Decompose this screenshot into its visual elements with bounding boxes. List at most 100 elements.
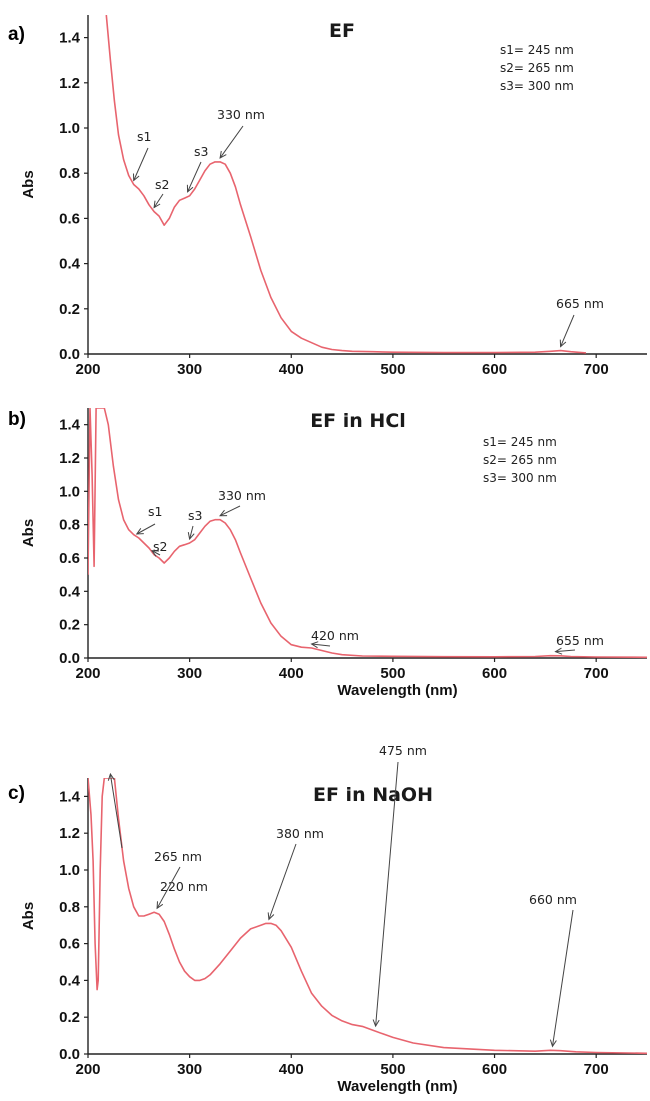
annotation-label: 220 nm xyxy=(160,879,208,894)
x-tick-label: 300 xyxy=(177,361,202,378)
annotation-arrow xyxy=(156,866,181,909)
y-tick-label: 0.4 xyxy=(59,256,81,273)
chart-title: EF xyxy=(329,20,355,42)
annotation-label: s1 xyxy=(137,129,151,144)
y-tick-label: 0.8 xyxy=(59,165,80,182)
spectrum-line xyxy=(88,408,647,659)
annotation-arrowhead xyxy=(219,509,228,517)
panel-label: c) xyxy=(8,783,25,804)
annotation-label: s3 xyxy=(194,144,208,159)
legend-entry: s1= 245 nm xyxy=(483,435,557,449)
annotation-arrow xyxy=(136,523,156,535)
annotation-arrowhead xyxy=(153,200,161,209)
annotation-arrow xyxy=(151,550,161,556)
chart-panel-0: a) 0.0 0.2 0.4 0.6 0.8 1.0 1.2 1.4 200 300 400 500 60… xyxy=(8,15,647,378)
annotation-arrow xyxy=(560,314,575,347)
y-tick-label: 1.0 xyxy=(59,120,80,137)
y-tick-label: 0.2 xyxy=(59,1009,80,1026)
y-axis-label: Abs xyxy=(20,170,37,198)
annotation-arrow xyxy=(551,909,574,1047)
y-tick-label: 1.4 xyxy=(59,417,81,434)
y-tick-label: 0.4 xyxy=(59,972,81,989)
x-tick-label: 200 xyxy=(75,665,100,682)
annotation-arrow xyxy=(311,643,331,647)
annotation-arrowhead xyxy=(559,339,567,348)
x-axis-label: Wavelength (nm) xyxy=(337,1078,457,1095)
annotation-label: 265 nm xyxy=(154,849,202,864)
x-axis-label: Wavelength (nm) xyxy=(337,682,457,699)
annotation-arrowhead xyxy=(549,1039,557,1048)
annotation-arrowhead xyxy=(219,150,227,159)
x-tick-label: 500 xyxy=(380,361,405,378)
legend-entry: s3= 300 nm xyxy=(500,79,574,93)
annotation-arrow xyxy=(219,505,241,517)
x-tick-label: 700 xyxy=(584,1061,609,1078)
annotation-label: 330 nm xyxy=(217,107,265,122)
annotation-arrow xyxy=(268,843,297,920)
chart-title: EF in NaOH xyxy=(313,784,433,806)
y-tick-label: 1.2 xyxy=(59,75,80,92)
x-tick-label: 700 xyxy=(584,665,609,682)
spectrum-line xyxy=(88,778,647,1055)
y-tick-label: 0.0 xyxy=(59,346,80,363)
y-tick-label: 1.2 xyxy=(59,450,80,467)
x-tick-label: 600 xyxy=(482,1061,507,1078)
x-tick-label: 300 xyxy=(177,665,202,682)
y-tick-label: 0.6 xyxy=(59,550,80,567)
x-tick-label: 300 xyxy=(177,1061,202,1078)
annotation-label: s2 xyxy=(155,177,169,192)
y-tick-label: 0.2 xyxy=(59,301,80,318)
x-tick-label: 400 xyxy=(279,361,304,378)
x-tick-label: 200 xyxy=(75,1061,100,1078)
x-tick-label: 500 xyxy=(380,1061,405,1078)
y-tick-label: 0.4 xyxy=(59,583,81,600)
annotation-label: 475 nm xyxy=(379,743,427,758)
annotation-arrowhead xyxy=(156,901,164,910)
x-tick-label: 500 xyxy=(380,665,405,682)
annotation-label: 660 nm xyxy=(529,892,577,907)
spectrum-line xyxy=(105,15,587,354)
chart-panel-2: c) 0.0 0.2 0.4 0.6 0.8 1.0 1.2 1.4 200 300 400 500 60… xyxy=(8,743,647,1095)
annotation-arrowhead xyxy=(150,550,160,557)
annotation-arrowhead xyxy=(107,772,115,781)
annotation-arrow xyxy=(187,161,202,193)
annotation-label: 655 nm xyxy=(556,633,604,648)
annotation-label: s1 xyxy=(148,504,162,519)
y-tick-label: 0.2 xyxy=(59,617,80,634)
annotation-arrow xyxy=(153,193,164,208)
legend-entry: s1= 245 nm xyxy=(500,43,574,57)
annotation-arrowhead xyxy=(372,1019,380,1028)
y-tick-label: 1.4 xyxy=(59,788,81,805)
y-tick-label: 0.0 xyxy=(59,650,80,667)
x-tick-label: 400 xyxy=(279,665,304,682)
annotation-arrowhead xyxy=(135,528,144,535)
panel-label: b) xyxy=(8,409,26,430)
legend-entry: s2= 265 nm xyxy=(483,453,557,467)
annotation-arrow xyxy=(219,125,244,159)
annotation-arrowhead xyxy=(310,641,319,649)
legend-entry: s3= 300 nm xyxy=(483,471,557,485)
y-tick-label: 1.2 xyxy=(59,825,80,842)
annotation-arrowhead xyxy=(267,912,275,921)
annotation-arrow xyxy=(109,773,123,849)
x-tick-label: 200 xyxy=(75,361,100,378)
x-tick-label: 600 xyxy=(482,665,507,682)
annotation-arrowhead xyxy=(187,532,195,541)
y-axis-label: Abs xyxy=(20,519,37,547)
annotation-label: 420 nm xyxy=(311,628,359,643)
legend-entry: s2= 265 nm xyxy=(500,61,574,75)
annotation-arrow xyxy=(375,761,399,1027)
annotation-label: 665 nm xyxy=(556,296,604,311)
y-tick-label: 0.0 xyxy=(59,1046,80,1063)
y-tick-label: 0.8 xyxy=(59,517,80,534)
y-tick-label: 0.6 xyxy=(59,936,80,953)
annotation-label: s2 xyxy=(153,539,167,554)
chart-panel-1: b) 0.0 0.2 0.4 0.6 0.8 1.0 1.2 1.4 200 300 400 500 60… xyxy=(8,408,647,699)
y-tick-label: 1.0 xyxy=(59,483,80,500)
annotation-label: s3 xyxy=(188,508,202,523)
annotation-label: 380 nm xyxy=(276,826,324,841)
y-tick-label: 1.0 xyxy=(59,862,80,879)
annotation-arrow xyxy=(133,147,149,181)
y-axis-label: Abs xyxy=(20,902,37,930)
